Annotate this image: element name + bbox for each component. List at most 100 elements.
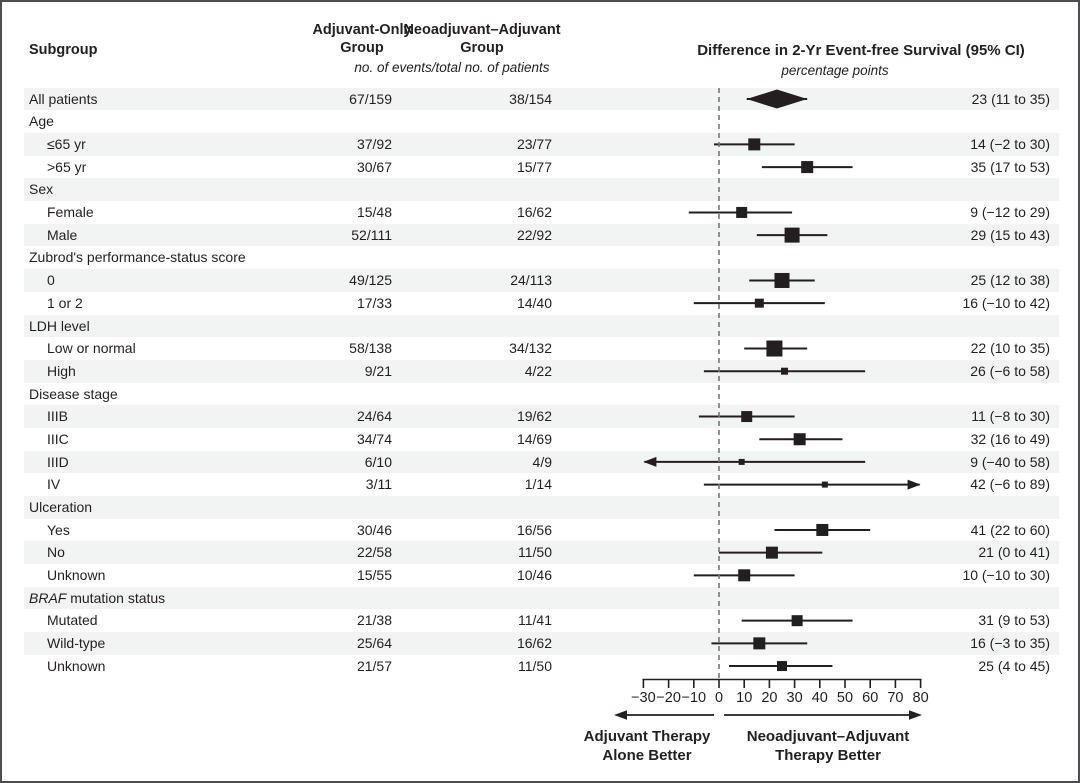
neoadjuvant-adjuvant-value: 4/9 bbox=[532, 453, 552, 470]
row-stripe bbox=[24, 178, 1059, 202]
x-axis-tick-label: −30 bbox=[631, 690, 656, 706]
group-header-label: Zubrod's performance-status score bbox=[29, 249, 246, 266]
group-header-label: Age bbox=[29, 113, 54, 130]
row-stripe bbox=[24, 541, 1059, 564]
adjuvant-only-value: 34/74 bbox=[356, 430, 392, 447]
neoadjuvant-adjuvant-value: 22/92 bbox=[516, 226, 552, 243]
adjuvant-only-value: 21/38 bbox=[356, 612, 392, 629]
row-label: Low or normal bbox=[47, 340, 136, 357]
x-axis-tick-label: 40 bbox=[812, 690, 828, 706]
neoadjuvant-adjuvant-value: 24/113 bbox=[510, 272, 552, 289]
x-axis-tick-label: 50 bbox=[837, 690, 853, 706]
adjuvant-only-value: 15/55 bbox=[356, 566, 392, 583]
neoadjuvant-adjuvant-value: 11/41 bbox=[518, 612, 552, 629]
neoadjuvant-adjuvant-value: 10/46 bbox=[516, 566, 552, 583]
difference-ci-value: 23 (11 to 35) bbox=[971, 90, 1050, 107]
row-label: All patients bbox=[29, 90, 98, 107]
adjuvant-only-value: 30/46 bbox=[356, 521, 392, 538]
estimate-square-marker bbox=[791, 615, 803, 627]
row-label: IIID bbox=[47, 453, 69, 470]
adjuvant-only-value: 52/111 bbox=[351, 226, 392, 243]
row-label-italic-part: BRAF bbox=[29, 589, 67, 606]
row-label: No bbox=[47, 544, 65, 561]
neoadjuvant-adjuvant-value: 19/62 bbox=[516, 408, 552, 425]
adjuvant-only-value: 49/125 bbox=[349, 272, 392, 289]
x-axis-tick-label: 30 bbox=[787, 690, 803, 706]
difference-ci-value: 22 (10 to 35) bbox=[970, 340, 1050, 357]
row-stripe bbox=[24, 450, 1059, 474]
row-stripe bbox=[24, 269, 1059, 292]
estimate-square-marker bbox=[736, 206, 748, 218]
row-stripe bbox=[24, 495, 1059, 519]
column-header-subgroup: Subgroup bbox=[29, 42, 98, 58]
row-label: Yes bbox=[47, 521, 70, 538]
events-units-note: no. of events/total no. of patients bbox=[354, 60, 550, 75]
row-label: IIIC bbox=[47, 430, 69, 447]
row-label: IV bbox=[47, 476, 61, 493]
difference-ci-value: 14 (−2 to 30) bbox=[970, 136, 1050, 153]
row-label: ≤65 yr bbox=[47, 136, 86, 153]
neoadjuvant-adjuvant-value: 11/50 bbox=[518, 657, 552, 674]
row-label: Unknown bbox=[47, 566, 106, 583]
neoadjuvant-adjuvant-value: 23/77 bbox=[516, 136, 552, 153]
neoadjuvant-adjuvant-value: 15/77 bbox=[516, 158, 552, 175]
difference-ci-value: 9 (−40 to 58) bbox=[970, 453, 1050, 470]
group-header-label: LDH level bbox=[29, 317, 90, 334]
neoadjuvant-adjuvant-value: 16/56 bbox=[516, 521, 552, 538]
group-header-label: BRAF mutation status bbox=[29, 589, 166, 606]
estimate-square-marker bbox=[821, 481, 828, 488]
x-axis-tick-label: 20 bbox=[761, 690, 777, 706]
column-header-adjuvant-line1: Adjuvant-Only bbox=[312, 22, 412, 38]
right-direction-label: Neoadjuvant–Adjuvant Therapy Better bbox=[708, 727, 948, 765]
difference-ci-value: 16 (−3 to 35) bbox=[970, 635, 1050, 652]
row-stripe bbox=[24, 314, 1059, 338]
x-axis-tick-label: 60 bbox=[862, 690, 878, 706]
x-axis-tick-label: −20 bbox=[656, 690, 681, 706]
row-label: Male bbox=[47, 226, 78, 243]
column-header-adjuvant-line2: Group bbox=[340, 40, 384, 56]
estimate-square-marker bbox=[793, 433, 806, 446]
left-direction-label-line1: Adjuvant Therapy bbox=[583, 728, 711, 745]
neoadjuvant-adjuvant-value: 16/62 bbox=[516, 204, 552, 221]
x-axis-tick-label: −10 bbox=[681, 690, 706, 706]
difference-ci-value: 31 (9 to 53) bbox=[978, 612, 1050, 629]
adjuvant-only-value: 30/67 bbox=[356, 158, 392, 175]
column-header-neoadjuvant-line2: Group bbox=[460, 40, 504, 56]
row-stripe bbox=[24, 223, 1059, 247]
row-label: IIIB bbox=[47, 408, 69, 425]
estimate-square-marker bbox=[816, 523, 829, 536]
difference-ci-value: 25 (12 to 38) bbox=[970, 272, 1050, 289]
adjuvant-only-value: 17/33 bbox=[356, 294, 392, 311]
left-direction-label: Adjuvant Therapy Alone Better bbox=[547, 727, 747, 765]
neoadjuvant-adjuvant-value: 14/69 bbox=[516, 430, 552, 447]
neoadjuvant-adjuvant-value: 34/132 bbox=[509, 340, 552, 357]
difference-ci-value: 41 (22 to 60) bbox=[970, 521, 1050, 538]
x-axis-tick-label: 70 bbox=[887, 690, 903, 706]
adjuvant-only-value: 22/58 bbox=[356, 544, 392, 561]
row-label: Mutated bbox=[47, 612, 98, 629]
adjuvant-only-value: 21/57 bbox=[356, 657, 392, 674]
difference-ci-value: 21 (0 to 41) bbox=[978, 544, 1050, 561]
difference-ci-value: 16 (−10 to 42) bbox=[962, 294, 1050, 311]
difference-ci-value: 32 (16 to 49) bbox=[970, 430, 1050, 447]
left-direction-arrowhead bbox=[614, 710, 627, 720]
plot-title: Difference in 2-Yr Event-free Survival (… bbox=[697, 42, 1025, 59]
estimate-square-marker bbox=[754, 298, 764, 308]
neoadjuvant-adjuvant-value: 38/154 bbox=[509, 90, 552, 107]
group-header-label: Ulceration bbox=[29, 498, 93, 515]
adjuvant-only-value: 25/64 bbox=[356, 635, 392, 652]
row-label: Wild-type bbox=[47, 635, 106, 652]
row-label: High bbox=[47, 362, 76, 379]
row-stripe bbox=[24, 405, 1059, 428]
row-stripe bbox=[24, 586, 1059, 610]
adjuvant-only-value: 58/138 bbox=[349, 340, 392, 357]
row-stripe bbox=[24, 133, 1059, 156]
adjuvant-only-value: 67/159 bbox=[349, 90, 392, 107]
neoadjuvant-adjuvant-value: 4/22 bbox=[524, 362, 552, 379]
column-header-neoadjuvant-line1: Neoadjuvant–Adjuvant bbox=[403, 22, 561, 38]
difference-ci-value: 25 (4 to 45) bbox=[978, 657, 1050, 674]
estimate-square-marker bbox=[801, 161, 814, 174]
row-label: 0 bbox=[47, 272, 55, 289]
estimate-square-marker bbox=[766, 340, 783, 357]
